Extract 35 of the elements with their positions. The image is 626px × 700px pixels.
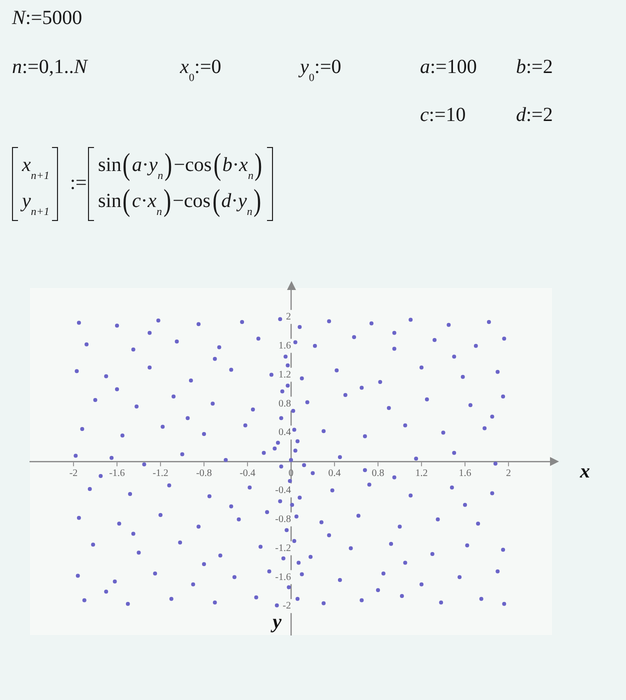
x-tick-label: -1.2	[152, 468, 168, 480]
y-tick-label: -0.4	[275, 485, 291, 496]
text: d:=2	[516, 103, 553, 127]
text: N:=5000	[12, 6, 82, 30]
y-tick-label: 2	[286, 312, 291, 323]
x-tick-label: -1.6	[109, 468, 125, 480]
text: x$_{0}$:=0	[180, 55, 222, 84]
text: a:=100	[420, 55, 477, 79]
y-tick-label: -2	[282, 600, 291, 612]
x-tick-label: -2	[69, 468, 78, 480]
text: y$_{0}$:=0	[300, 55, 342, 84]
text: y$_{n+1}$	[22, 190, 50, 218]
text: b:=2	[516, 55, 553, 79]
text: c:=10	[420, 103, 466, 127]
y-tick-label: -1.6	[275, 572, 291, 583]
y-tick-label: 1.2	[278, 369, 291, 380]
x-tick-label: 1.6	[458, 468, 472, 480]
text: x$_{n+1}$	[22, 154, 50, 182]
text: sin(a·y$_{n}$)−cos(b·x$_{n}$)	[98, 148, 263, 182]
y-tick-label: -1.2	[275, 542, 291, 554]
y-tick-label: 1.6	[278, 340, 291, 352]
y-tick-label: -0.8	[275, 514, 291, 525]
x-tick-label: 1.2	[415, 468, 428, 480]
text: n:=0,1..N	[12, 55, 88, 79]
x-axis-title: x	[579, 460, 590, 483]
x-tick-label: 0.4	[328, 468, 341, 480]
text: sin(c·x$_{n}$)−cos(d·y$_{n}$)	[98, 184, 262, 218]
y-tick-label: 0.8	[278, 398, 291, 410]
x-tick-label: -0.4	[240, 468, 256, 480]
x-tick-label: 2	[506, 468, 511, 480]
x-tick-label: 0.8	[372, 468, 384, 480]
text: :=	[70, 171, 87, 195]
y-axis-title: y	[270, 611, 282, 634]
y-tick-label: 0.4	[278, 427, 291, 438]
x-tick-label: -0.8	[196, 468, 212, 480]
